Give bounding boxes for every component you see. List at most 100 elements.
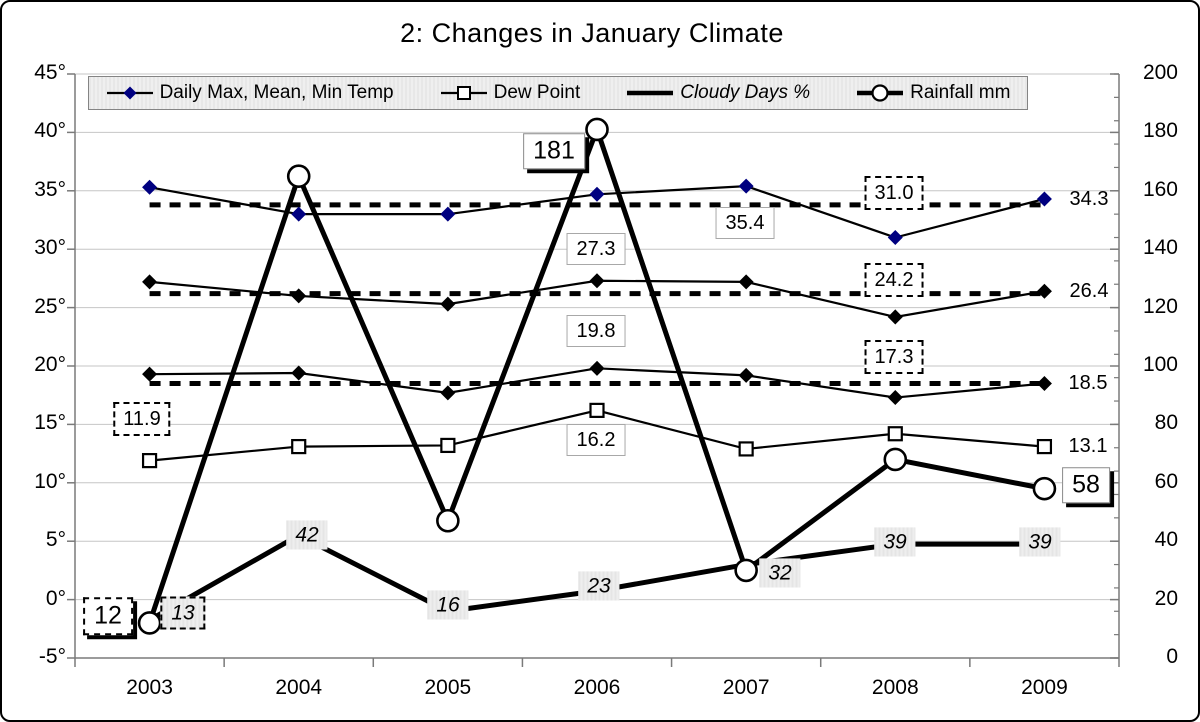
- diamond-marker: [887, 390, 903, 406]
- diamond-marker: [142, 366, 158, 382]
- right-axis-tick-label: 180: [1142, 119, 1178, 143]
- legend-item-2: Cloudy Days %: [626, 82, 810, 104]
- right-axis-tick-label: 160: [1142, 177, 1178, 201]
- diamond-marker: [738, 178, 754, 194]
- data-label-dew-2009: 13.1: [1068, 435, 1108, 457]
- left-axis-tick-label: 30°: [34, 236, 66, 260]
- diamond-marker: [589, 360, 605, 376]
- x-axis-tick-label: 2005: [424, 676, 472, 699]
- diamond-marker: [738, 367, 754, 383]
- diamond-marker: [440, 206, 456, 222]
- diamond-marker: [1036, 191, 1052, 207]
- legend-item-3: Rainfall mm: [856, 82, 1010, 104]
- circle-marker: [585, 117, 609, 142]
- right-axis-tick-label: 100: [1142, 353, 1178, 376]
- data-label-mean-2009: 26.4: [1069, 280, 1109, 302]
- data-label-rain-2009: 58: [1062, 467, 1110, 503]
- x-axis-tick-label: 2009: [1021, 676, 1068, 699]
- diamond-marker: [1036, 283, 1052, 299]
- square-marker: [1036, 438, 1053, 455]
- x-axis-tick-label: 2003: [126, 676, 173, 699]
- right-axis-tick-label: 120: [1142, 294, 1178, 318]
- circle-marker: [436, 508, 460, 533]
- right-axis-tick-label: 80: [1154, 411, 1178, 435]
- left-axis-tick-label: 10°: [34, 469, 66, 493]
- legend-item-label: Rainfall mm: [910, 82, 1011, 103]
- circle-marker: [734, 558, 758, 583]
- diamond-marker: [440, 296, 456, 312]
- right-axis-tick-label: 200: [1142, 61, 1178, 84]
- legend-item-1: Dew Point: [440, 82, 581, 104]
- legend: Daily Max, Mean, Min Temp Dew Point Cloudy…: [88, 76, 1028, 110]
- legend-item-label: Dew Point: [493, 82, 581, 103]
- square-marker: [887, 426, 903, 442]
- square-marker: [738, 441, 754, 457]
- right-axis-tick-label: 20: [1154, 586, 1178, 610]
- left-axis-tick-label: 35°: [34, 177, 66, 201]
- circle-marker-icon: [857, 84, 904, 102]
- diamond-marker: [142, 274, 158, 290]
- data-label-rain-2006: 181: [523, 133, 585, 169]
- right-axis-tick-label: 0: [1166, 645, 1178, 668]
- x-axis-tick-label: 2007: [722, 676, 770, 699]
- left-axis-tick-label: 25°: [34, 294, 66, 318]
- square-marker: [291, 438, 307, 455]
- circle-marker: [137, 611, 162, 635]
- right-axis-tick-label: 60: [1154, 469, 1178, 493]
- data-label-max-2008: 31.0: [864, 176, 924, 210]
- left-axis-tick-label: -5°: [38, 645, 66, 668]
- circle-marker: [286, 164, 311, 188]
- thick-line-icon: [627, 90, 674, 96]
- diamond-marker: [291, 288, 307, 304]
- diamond-marker: [291, 206, 307, 222]
- data-label-rain-2003: 12: [83, 597, 133, 635]
- data-label-cloud-2005: 16: [427, 590, 469, 620]
- square-marker-icon: [440, 86, 487, 100]
- left-axis-tick-label: 5°: [45, 528, 66, 552]
- legend-item-label: Cloudy Days %: [680, 82, 811, 103]
- data-label-cloud-2009: 39: [1019, 527, 1061, 557]
- circle-marker: [883, 447, 908, 472]
- left-axis-tick-label: 45°: [34, 61, 66, 84]
- circle-marker: [1032, 476, 1057, 501]
- diamond-marker: [291, 365, 307, 381]
- x-axis-tick-label: 2006: [573, 676, 621, 699]
- left-axis-tick-label: 15°: [34, 411, 66, 435]
- data-label-cloud-2004: 42: [286, 520, 328, 550]
- data-label-dew-2006: 16.2: [566, 424, 626, 456]
- diamond-marker: [589, 186, 605, 202]
- diamond-marker: [887, 309, 903, 325]
- data-label-cloud-2003: 13: [160, 596, 206, 630]
- diamond-marker: [142, 179, 158, 195]
- right-axis-tick-label: 40: [1154, 528, 1178, 552]
- left-axis-tick-label: 0°: [45, 586, 66, 610]
- x-axis-tick-label: 2004: [275, 676, 323, 699]
- left-axis-tick-label: 20°: [34, 353, 66, 376]
- data-label-cloud-2006: 23: [578, 571, 620, 601]
- legend-item-0: Daily Max, Mean, Min Temp: [106, 82, 394, 104]
- diamond-marker: [589, 273, 605, 289]
- diamond-marker: [738, 274, 754, 290]
- data-label-cloud-2007: 32: [759, 558, 801, 588]
- data-label-dew-2003: 11.9: [113, 402, 171, 436]
- data-label-min-2009: 18.5: [1068, 372, 1108, 394]
- data-label-max-2007: 35.4: [715, 207, 775, 239]
- right-axis-tick-label: 140: [1142, 236, 1178, 260]
- x-axis-tick-label: 2008: [871, 676, 919, 699]
- square-marker: [589, 402, 605, 418]
- square-marker: [440, 437, 456, 454]
- data-label-cloud-2008: 39: [874, 527, 916, 557]
- left-axis-tick-label: 40°: [34, 119, 66, 143]
- data-label-min-2006: 19.8: [566, 315, 626, 347]
- data-label-mean-2008: 24.2: [864, 263, 924, 297]
- diamond-marker-icon: [106, 86, 153, 100]
- square-marker: [141, 453, 158, 469]
- diamond-marker: [1036, 376, 1052, 392]
- data-label-min-2008: 17.3: [864, 340, 924, 374]
- chart-title: 2: Changes in January Climate: [400, 18, 784, 48]
- data-label-mean-2006: 27.3: [566, 233, 626, 265]
- diamond-marker: [440, 385, 456, 401]
- data-label-max-2009: 34.3: [1069, 188, 1109, 210]
- legend-item-label: Daily Max, Mean, Min Temp: [159, 82, 394, 103]
